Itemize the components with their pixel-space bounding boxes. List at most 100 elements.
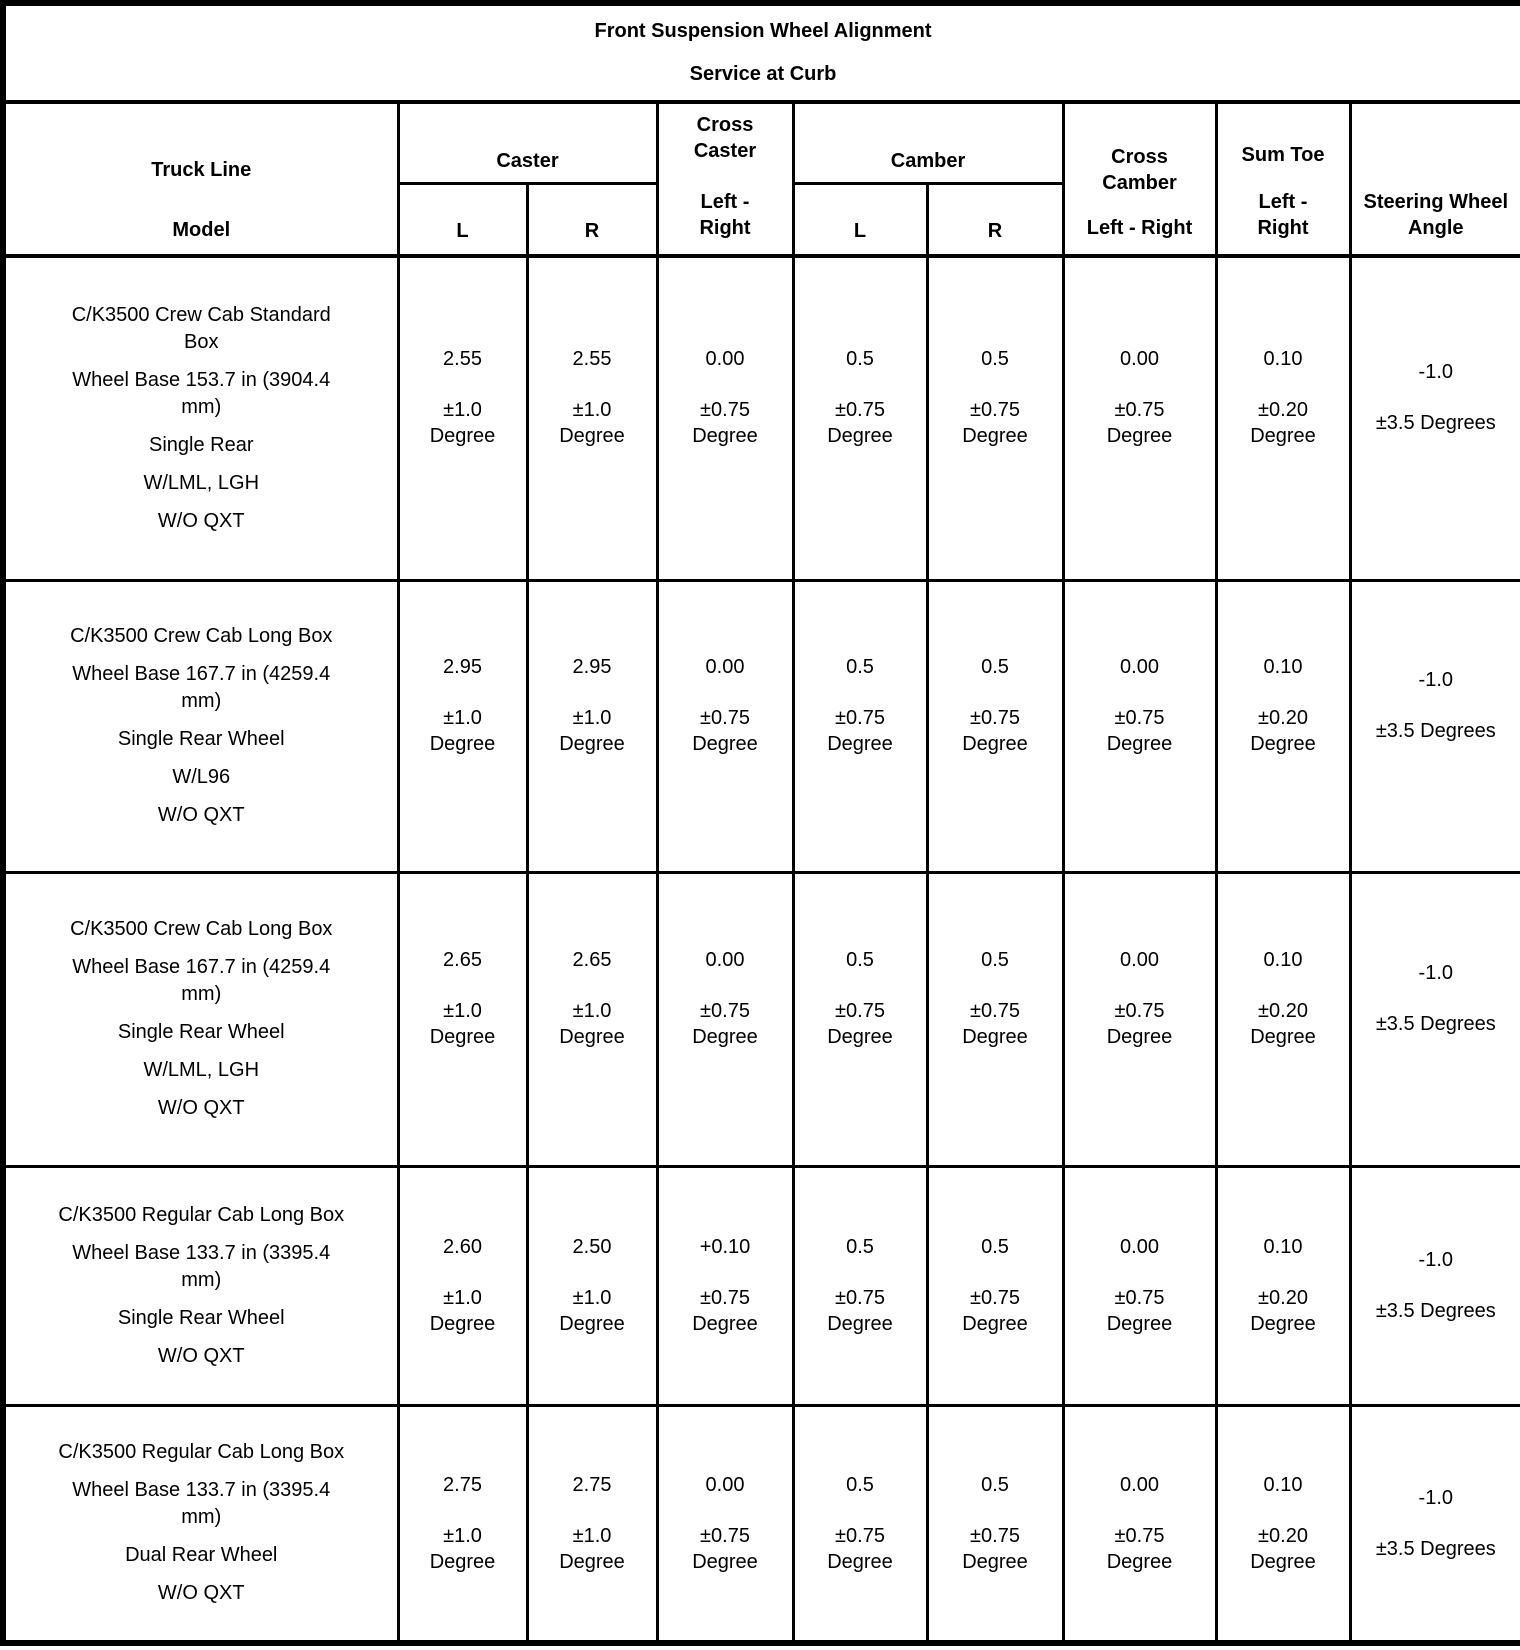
- spec-value: 0.00: [1120, 1473, 1159, 1496]
- model-cell: C/K3500 Regular Cab Long Box Wheel Base …: [1, 1164, 400, 1407]
- header-row-sub: L R L R: [3, 181, 1520, 258]
- steering-wheel-angle-cell: -1.0 ±3.5 Degrees: [1348, 1403, 1520, 1645]
- camber-left-cell: 0.5 ±0.75 Degree: [791, 1164, 929, 1407]
- spec-tolerance: ±0.75 Degree: [692, 999, 758, 1048]
- cross-camber-cell: 0.00 ±0.75 Degree: [1061, 578, 1218, 874]
- spec-value: -1.0: [1418, 1486, 1454, 1509]
- column-header-truck-line-model: Truck Line Model: [1, 100, 400, 258]
- table-row: C/K3500 Crew Cab Standard Box Wheel Base…: [1, 254, 1520, 582]
- camber-right-cell: 0.5 ±0.75 Degree: [925, 578, 1065, 874]
- steering-wheel-angle-cell: -1.0 ±3.5 Degrees: [1348, 578, 1520, 874]
- caster-left-cell: 2.95 ±1.0 Degree: [396, 578, 529, 874]
- spec-value: 0.10: [1263, 1473, 1303, 1496]
- spec-tolerance: ±0.75 Degree: [827, 1287, 893, 1335]
- spec-tolerance: ±1.0 Degree: [559, 1524, 625, 1573]
- spec-tolerance: ±0.75 Degree: [827, 1524, 893, 1573]
- cross-caster-cell: 0.00 ±0.75 Degree: [655, 254, 795, 582]
- camber-left-cell: 0.5 ±0.75 Degree: [791, 870, 929, 1168]
- header-cross-caster-left-right: Left - Right: [699, 191, 751, 239]
- model-line: W/O QXT: [157, 1344, 245, 1367]
- spec-value: 0.5: [846, 347, 874, 370]
- spec-tolerance: ±1.0 Degree: [429, 1524, 496, 1573]
- steering-wheel-angle-cell: -1.0 ±3.5 Degrees: [1348, 1164, 1520, 1407]
- cross-caster-cell: +0.10 ±0.75 Degree: [655, 1164, 795, 1407]
- spec-value: 0.5: [981, 655, 1009, 678]
- model-cell: C/K3500 Regular Cab Long Box Wheel Base …: [1, 1403, 400, 1645]
- header-sum-toe: Sum Toe: [1241, 144, 1325, 166]
- table-row: C/K3500 Regular Cab Long Box Wheel Base …: [1, 1403, 1520, 1645]
- spec-tolerance: ±1.0 Degree: [559, 706, 625, 755]
- spec-value: 2.75: [443, 1473, 482, 1496]
- model-line: Single Rear Wheel: [117, 728, 285, 750]
- spec-value: 0.5: [981, 948, 1009, 971]
- spec-value: 0.00: [705, 655, 745, 678]
- spec-value: -1.0: [1418, 1249, 1454, 1271]
- spec-value: 2.50: [572, 1236, 612, 1258]
- model-line: Dual Rear Wheel: [125, 1544, 278, 1567]
- spec-value: 0.10: [1263, 1236, 1303, 1258]
- caster-right-cell: 2.75 ±1.0 Degree: [525, 1403, 659, 1645]
- spec-value: -1.0: [1418, 360, 1454, 383]
- caster-left-cell: 2.75 ±1.0 Degree: [396, 1403, 529, 1645]
- spec-tolerance: ±3.5 Degrees: [1375, 1537, 1496, 1560]
- spec-tolerance: ±3.5 Degrees: [1375, 1012, 1496, 1035]
- cross-caster-cell: 0.00 ±0.75 Degree: [655, 1403, 795, 1645]
- header-cross-camber-left-right: Left - Right: [1086, 217, 1193, 239]
- model-line: W/O QXT: [157, 804, 245, 826]
- spec-value: -1.0: [1418, 961, 1454, 984]
- spec-tolerance: ±3.5 Degrees: [1375, 719, 1496, 742]
- spec-tolerance: ±0.75 Degree: [827, 398, 893, 447]
- spec-value: 2.65: [443, 948, 482, 971]
- header-caster-right: R: [525, 181, 659, 258]
- cross-camber-cell: 0.00 ±0.75 Degree: [1061, 1403, 1218, 1645]
- caster-left-cell: 2.65 ±1.0 Degree: [396, 870, 529, 1168]
- spec-tolerance: ±0.75 Degree: [827, 999, 893, 1048]
- model-line: C/K3500 Regular Cab Long Box: [58, 1203, 345, 1226]
- spec-value: 0.5: [846, 1236, 874, 1258]
- spec-value: -1.0: [1418, 668, 1454, 691]
- cross-camber-cell: 0.00 ±0.75 Degree: [1061, 254, 1218, 582]
- model-line: Wheel Base 167.7 in (4259.4 mm): [72, 956, 331, 1005]
- header-row-top: Truck Line Model Caster Cross Caster Lef…: [1, 100, 1520, 258]
- spec-value: 0.5: [846, 655, 874, 678]
- spec-value: 2.55: [572, 347, 612, 370]
- spec-value: 0.10: [1263, 347, 1303, 370]
- spec-tolerance: ±0.75 Degree: [1106, 398, 1173, 447]
- spec-tolerance: ±0.75 Degree: [962, 1524, 1028, 1573]
- spec-value: 0.5: [846, 1473, 874, 1496]
- spec-tolerance: ±3.5 Degrees: [1375, 411, 1496, 434]
- spec-tolerance: ±0.20 Degree: [1250, 398, 1316, 447]
- spec-tolerance: ±3.5 Degrees: [1375, 1300, 1496, 1322]
- spec-value: 0.00: [705, 347, 745, 370]
- model-line: Wheel Base 153.7 in (3904.4 mm): [72, 368, 331, 418]
- spec-tolerance: ±0.75 Degree: [962, 999, 1028, 1048]
- header-steering-wheel-angle: Steering Wheel Angle: [1363, 191, 1509, 239]
- camber-right-cell: 0.5 ±0.75 Degree: [925, 254, 1065, 582]
- spec-value: 0.00: [705, 948, 745, 971]
- camber-right-cell: 0.5 ±0.75 Degree: [925, 870, 1065, 1168]
- column-header-cross-caster: Cross Caster Left - Right: [655, 100, 795, 258]
- spec-value: 0.5: [981, 1236, 1009, 1258]
- header-camber-left: L: [791, 181, 929, 258]
- sum-toe-cell: 0.10 ±0.20 Degree: [1214, 870, 1352, 1168]
- model-cell: C/K3500 Crew Cab Long Box Wheel Base 167…: [1, 578, 400, 874]
- model-line: W/O QXT: [157, 1582, 245, 1605]
- spec-value: 0.00: [1120, 1236, 1159, 1258]
- spec-tolerance: ±1.0 Degree: [429, 706, 496, 755]
- sum-toe-cell: 0.10 ±0.20 Degree: [1214, 254, 1352, 582]
- header-cross-camber: Cross Camber: [1102, 146, 1177, 194]
- model-line: W/LML, LGH: [143, 471, 260, 494]
- spec-value: 2.65: [572, 948, 612, 971]
- spec-tolerance: ±1.0 Degree: [559, 398, 625, 447]
- spec-tolerance: ±1.0 Degree: [559, 999, 625, 1048]
- header-model: Model: [172, 219, 231, 241]
- spec-value: 0.5: [846, 948, 874, 971]
- camber-left-cell: 0.5 ±0.75 Degree: [791, 1403, 929, 1645]
- spec-value: +0.10: [699, 1236, 751, 1258]
- spec-value: 0.00: [705, 1473, 745, 1496]
- spec-tolerance: ±0.20 Degree: [1250, 706, 1316, 755]
- spec-tolerance: ±0.75 Degree: [692, 706, 758, 755]
- spec-value: 0.00: [1120, 948, 1159, 971]
- cross-camber-cell: 0.00 ±0.75 Degree: [1061, 1164, 1218, 1407]
- column-header-cross-camber: Cross Camber Left - Right: [1061, 100, 1218, 258]
